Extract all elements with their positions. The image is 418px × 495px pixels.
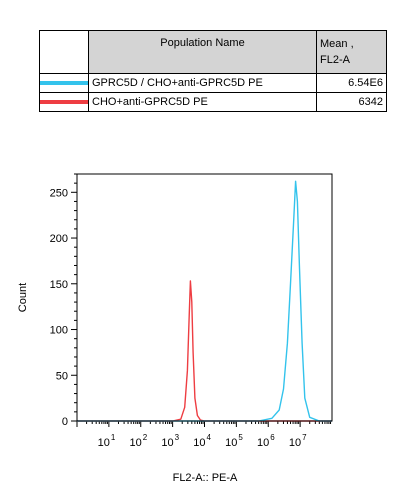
legend-label: GPRC5D / CHO+anti-GPRC5D PE	[88, 73, 317, 93]
x-axis-label: FL2-A:: PE-A	[173, 472, 238, 484]
x-tick-label: 10	[130, 437, 142, 449]
x-tick-label: 10	[98, 437, 110, 449]
x-tick-label: 10	[257, 437, 269, 449]
x-tick-exponent: 5	[238, 433, 243, 442]
legend-header-row: Population Name Mean , FL2-A	[39, 30, 387, 74]
x-tick-label: 10	[193, 437, 205, 449]
plot-series	[77, 180, 332, 422]
x-tick-exponent: 3	[175, 433, 180, 442]
legend-row: CHO+anti-GPRC5D PE 6342	[39, 92, 387, 112]
y-tick-label: 150	[50, 279, 68, 291]
legend-value: 6342	[316, 92, 387, 112]
legend-row: GPRC5D / CHO+anti-GPRC5D PE 6.54E6	[39, 73, 387, 93]
legend-swatch-cyan	[40, 81, 88, 85]
axis-ticks	[71, 173, 332, 427]
y-tick-label: 200	[50, 233, 68, 245]
plot-frame	[76, 173, 333, 422]
x-tick-exponent: 6	[270, 433, 275, 442]
legend-swatch-cell	[39, 92, 89, 112]
x-tick-exponent: 7	[302, 433, 307, 442]
y-tick-label: 50	[56, 370, 68, 382]
y-tick-label: 0	[62, 416, 68, 428]
y-tick-label: 100	[50, 325, 68, 337]
x-tick-exponent: 1	[111, 433, 116, 442]
legend-swatch-red	[40, 100, 88, 104]
legend-header-blank	[39, 30, 89, 74]
mean-header-line2: FL2-A	[320, 54, 350, 66]
legend-label: CHO+anti-GPRC5D PE	[88, 92, 317, 112]
x-tick-label: 10	[225, 437, 237, 449]
population-name-header: Population Name	[88, 30, 317, 74]
histogram-series-line	[77, 280, 332, 422]
histogram-series-line	[77, 180, 332, 422]
x-tick-label: 10	[161, 437, 173, 449]
y-axis-label: Count	[17, 283, 29, 312]
x-tick-exponent: 2	[143, 433, 148, 442]
y-tick-label: 250	[50, 187, 68, 199]
legend-table: Population Name Mean , FL2-A GPRC5D / CH…	[39, 30, 387, 112]
x-tick-label: 10	[289, 437, 301, 449]
x-tick-exponent: 4	[207, 433, 212, 442]
mean-header: Mean , FL2-A	[316, 30, 387, 74]
mean-header-line1: Mean ,	[320, 38, 354, 50]
